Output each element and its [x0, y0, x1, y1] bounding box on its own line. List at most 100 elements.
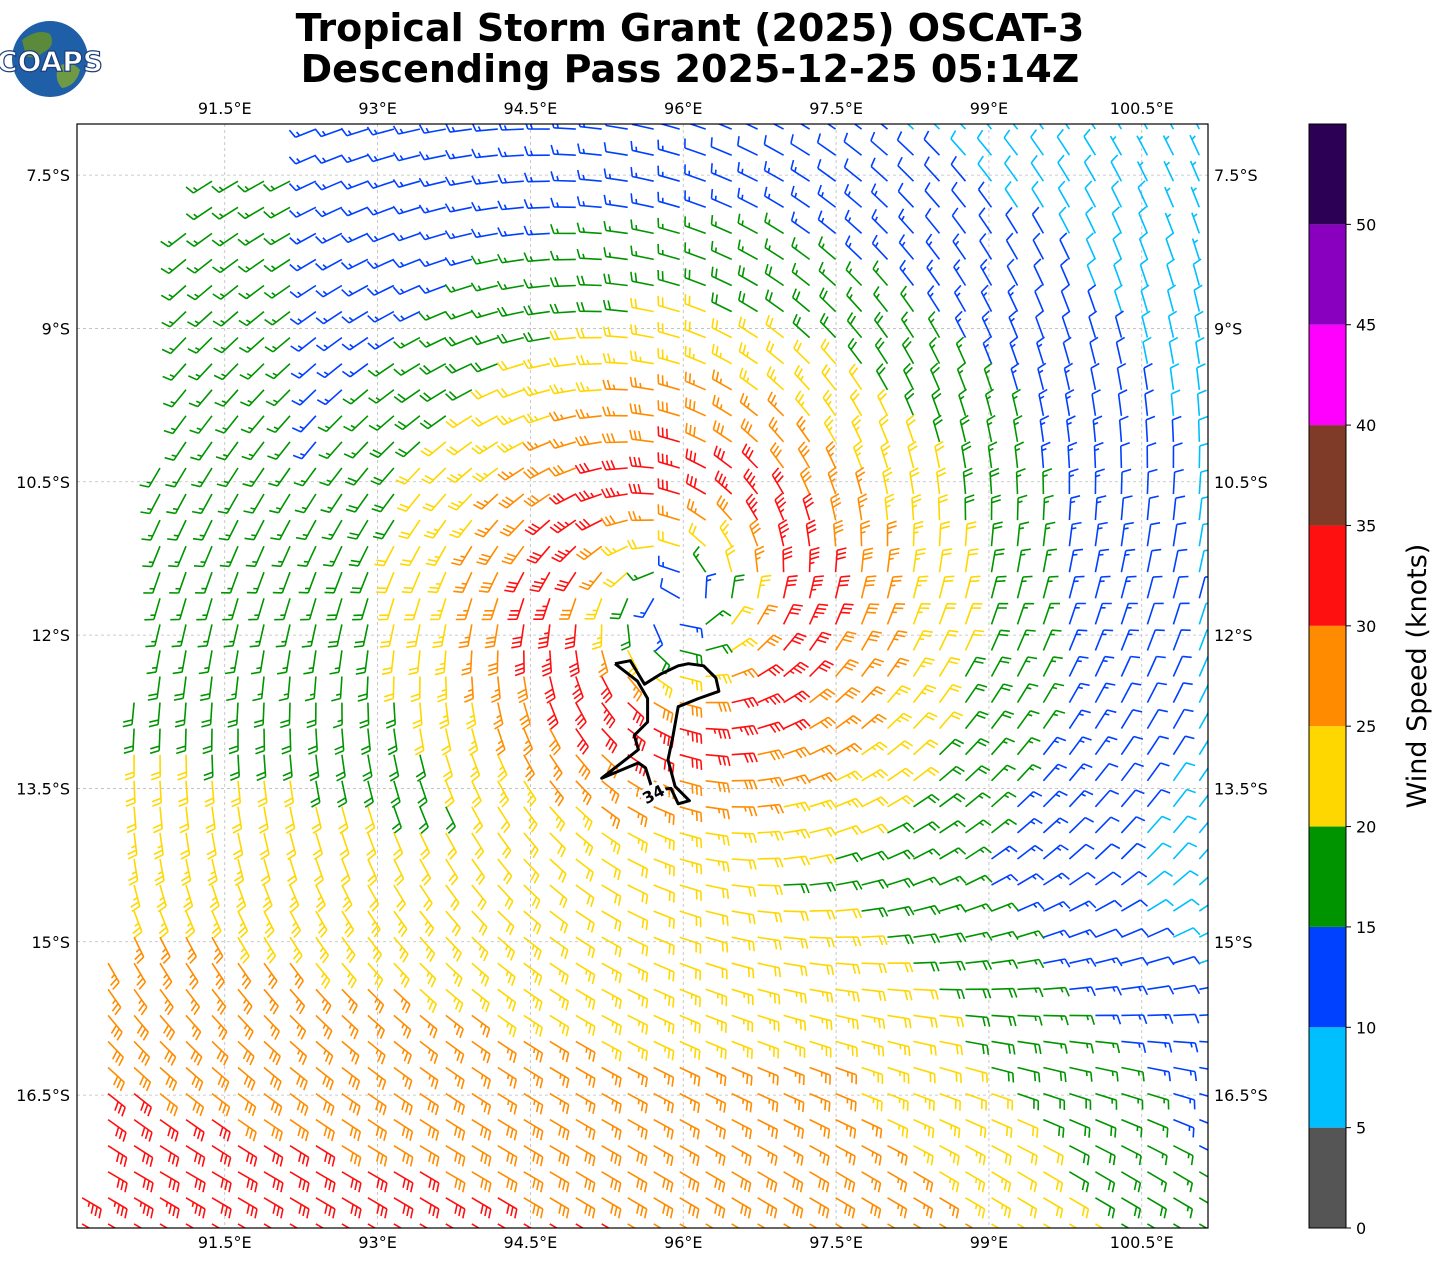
wind-barb [913, 1144, 934, 1166]
wind-barb [211, 936, 224, 964]
wind-barb [445, 1066, 465, 1090]
wind-barb [471, 1171, 492, 1193]
wind-barb [1120, 442, 1130, 469]
wind-barb [259, 832, 270, 860]
wind-barb [977, 155, 993, 182]
wind-barb [1165, 232, 1175, 260]
wind-barb [1173, 927, 1201, 938]
wind-barb [142, 545, 161, 568]
wind-barb [834, 658, 859, 678]
wind-barb [517, 676, 529, 704]
wind-barb [601, 1171, 622, 1193]
wind-barb [341, 962, 357, 989]
wind-barb [1169, 363, 1180, 390]
colorbar-tick-label: 45 [1356, 316, 1376, 335]
wind-barb [976, 129, 993, 156]
wind-barb [887, 1144, 908, 1166]
wind-barb [263, 1092, 283, 1116]
wind-barb [886, 657, 910, 677]
wind-barb [289, 936, 303, 964]
wind-barb [162, 389, 187, 408]
wind-barb [471, 936, 489, 962]
wind-barb [1198, 629, 1208, 651]
wind-barb [938, 575, 955, 599]
wind-barb [1146, 842, 1172, 860]
wind-barb [873, 311, 889, 339]
wind-barb [343, 415, 369, 432]
wind-barb [679, 858, 703, 875]
wind-barb [603, 273, 628, 287]
wind-barb [1120, 495, 1133, 521]
wind-barb [185, 1197, 206, 1219]
wind-barb [546, 702, 559, 730]
y-tick-label-right: 10.5°S [1214, 473, 1268, 492]
wind-barb [657, 165, 680, 182]
wind-barb [1095, 985, 1123, 996]
wind-barb [591, 624, 603, 650]
wind-barb [470, 389, 499, 400]
wind-barb [393, 858, 405, 886]
wind-barb [1120, 762, 1144, 782]
wind-barb [315, 910, 328, 938]
wind-barb [289, 1118, 309, 1142]
wind-barb [419, 910, 435, 937]
wind-barb [471, 1145, 492, 1167]
wind-barb [1014, 441, 1025, 469]
wind-barb [817, 159, 837, 182]
wind-barb [185, 1092, 205, 1117]
wind-barb [418, 231, 447, 241]
wind-barb [855, 466, 866, 495]
wind-barb [627, 539, 654, 550]
wind-barb [871, 208, 889, 234]
wind-barb [367, 1092, 387, 1116]
wind-barb [712, 394, 733, 417]
wind-barb [1173, 984, 1201, 995]
wind-barb [401, 571, 421, 594]
wind-barb [765, 315, 785, 339]
wind-barb [185, 988, 201, 1016]
wind-barb [749, 518, 762, 547]
wind-barb [237, 1014, 254, 1041]
wind-barb [717, 124, 733, 130]
wind-barb [731, 1040, 753, 1059]
wind-barb [367, 884, 380, 912]
wind-barb [1069, 1040, 1094, 1054]
wind-barb [887, 1092, 909, 1112]
wind-barb [1199, 1092, 1208, 1097]
wind-barb [835, 908, 863, 919]
wind-barb [1015, 467, 1026, 495]
wind-barb [601, 832, 621, 855]
wind-barb [523, 780, 537, 808]
wind-barb [1017, 844, 1044, 860]
wind-barb [771, 467, 785, 495]
wind-barb [1120, 629, 1140, 651]
wind-barb [315, 310, 343, 325]
wind-barb [769, 442, 785, 469]
wind-barb [1017, 1066, 1041, 1083]
wind-barb [392, 258, 421, 269]
wind-barb [962, 467, 973, 495]
wind-barb [835, 852, 863, 863]
wind-barb [965, 846, 992, 860]
wind-barb [470, 255, 498, 265]
wind-barb [481, 598, 499, 621]
wind-barb [497, 227, 524, 237]
wind-barb [237, 180, 265, 193]
wind-barb [958, 388, 968, 417]
wind-barb [470, 309, 499, 319]
y-tick-label-left: 10.5°S [16, 473, 70, 492]
wind-barb [226, 676, 239, 702]
wind-barb [1120, 1171, 1142, 1193]
colorbar-label: Wind Speed (knots) [1402, 544, 1433, 809]
wind-barb [757, 1014, 780, 1032]
wind-barb [809, 988, 834, 1003]
wind-barb [151, 780, 162, 807]
wind-barb [393, 988, 411, 1014]
wind-barb [783, 936, 809, 949]
wind-barb [627, 1066, 648, 1088]
wind-barb [928, 336, 941, 365]
wind-barb [1030, 129, 1045, 156]
wind-barb [133, 1118, 153, 1142]
wind-barb [685, 448, 707, 469]
wind-barb [809, 909, 836, 920]
